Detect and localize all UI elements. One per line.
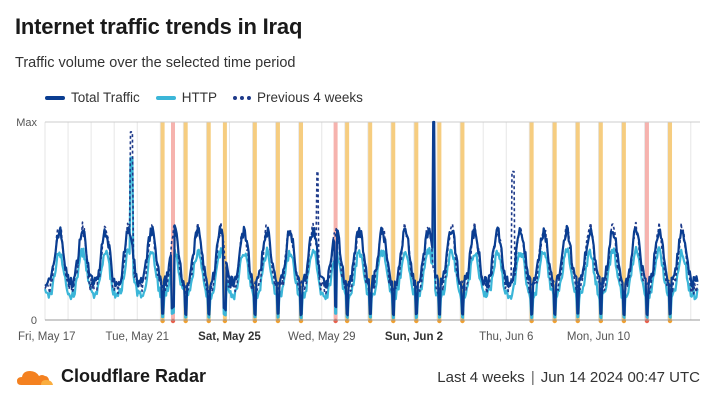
outage-band <box>644 122 649 320</box>
footer-meta: Last 4 weeks | Jun 14 2024 00:47 UTC <box>437 369 700 386</box>
x-tick-label: Tue, May 21 <box>106 331 170 343</box>
y-axis-label-zero: 0 <box>31 315 37 327</box>
series-line-total <box>44 120 699 317</box>
outage-marker <box>437 318 442 324</box>
outage-band <box>222 122 227 320</box>
outage-marker <box>222 318 228 324</box>
outage-marker <box>460 318 465 324</box>
separator: | <box>530 369 535 386</box>
outage-band <box>252 122 257 320</box>
outage-band <box>333 122 338 320</box>
outage-marker <box>298 318 304 324</box>
legend-label-total: Total Traffic <box>71 90 140 105</box>
outage-band <box>414 122 419 320</box>
outage-band <box>598 122 603 320</box>
outage-marker <box>275 318 281 324</box>
outage-marker <box>552 318 557 324</box>
legend-http[interactable]: HTTP <box>155 90 218 105</box>
outage-marker <box>621 318 627 324</box>
outage-marker <box>333 318 338 324</box>
outage-marker <box>183 318 188 324</box>
outage-marker <box>667 318 673 324</box>
cloud-icon <box>17 370 53 385</box>
timestamp: Jun 14 2024 00:47 UTC <box>540 369 700 386</box>
legend-total-traffic[interactable]: Total Traffic <box>45 90 140 105</box>
traffic-chart[interactable]: Max 0 Fri, May 17 Tue, May 21 Sat, May 25 Wed… <box>0 110 715 350</box>
outage-marker <box>529 318 534 324</box>
x-tick-label: Sat, May 25 <box>198 331 261 343</box>
x-tick-label: Mon, Jun 10 <box>567 331 630 343</box>
outage-band <box>171 122 176 320</box>
outage-band <box>160 122 165 320</box>
outage-band <box>552 122 557 320</box>
outage-marker <box>575 318 580 324</box>
legend-previous[interactable]: Previous 4 weeks <box>233 90 363 105</box>
legend-swatch-previous <box>233 95 252 100</box>
outage-marker <box>170 318 176 324</box>
outage-band <box>206 122 211 320</box>
outage-marker <box>160 318 165 324</box>
x-tick-label: Fri, May 17 <box>18 331 76 343</box>
outage-band <box>575 122 580 320</box>
outage-marker <box>206 318 211 324</box>
x-tick-label: Wed, May 29 <box>288 331 356 343</box>
legend-swatch-total <box>45 95 65 100</box>
outage-band <box>668 122 673 320</box>
outage-band <box>391 122 396 320</box>
outage-band <box>345 122 350 320</box>
chart-subtitle: Traffic volume over the selected time pe… <box>15 55 296 71</box>
outage-band <box>275 122 280 320</box>
outage-marker <box>367 318 373 324</box>
x-tick-label: Thu, Jun 6 <box>479 331 533 343</box>
outage-band <box>299 122 304 320</box>
outage-band <box>621 122 626 320</box>
legend: Total Traffic HTTP Previous 4 weeks <box>45 90 363 105</box>
outage-band <box>368 122 373 320</box>
outage-band <box>460 122 465 320</box>
cloudflare-logo[interactable]: Cloudflare Radar <box>15 366 206 387</box>
brand-name: Cloudflare Radar <box>61 366 207 386</box>
outage-marker <box>414 318 419 324</box>
legend-label-http: HTTP <box>181 90 218 105</box>
chart-title: Internet traffic trends in Iraq <box>15 14 303 39</box>
legend-label-previous: Previous 4 weeks <box>257 90 363 105</box>
outage-marker <box>344 318 350 324</box>
outage-band <box>437 122 442 320</box>
outage-marker <box>644 318 650 324</box>
legend-swatch-http <box>155 95 176 100</box>
outage-marker <box>598 318 604 324</box>
x-tick-label: Sun, Jun 2 <box>385 331 443 343</box>
outage-band <box>529 122 534 320</box>
outage-marker <box>391 318 396 324</box>
outage-band <box>183 122 188 320</box>
range-label: Last 4 weeks <box>437 369 525 386</box>
y-axis-label-max: Max <box>16 117 37 129</box>
outage-marker <box>252 318 258 324</box>
